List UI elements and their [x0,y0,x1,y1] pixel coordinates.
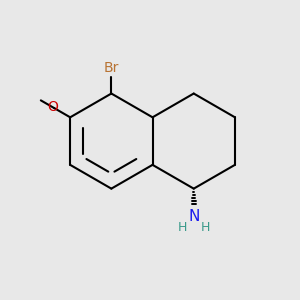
Text: N: N [188,209,200,224]
Text: H: H [200,221,210,234]
Text: O: O [47,100,58,114]
Text: Br: Br [104,61,119,75]
Text: H: H [178,221,187,234]
